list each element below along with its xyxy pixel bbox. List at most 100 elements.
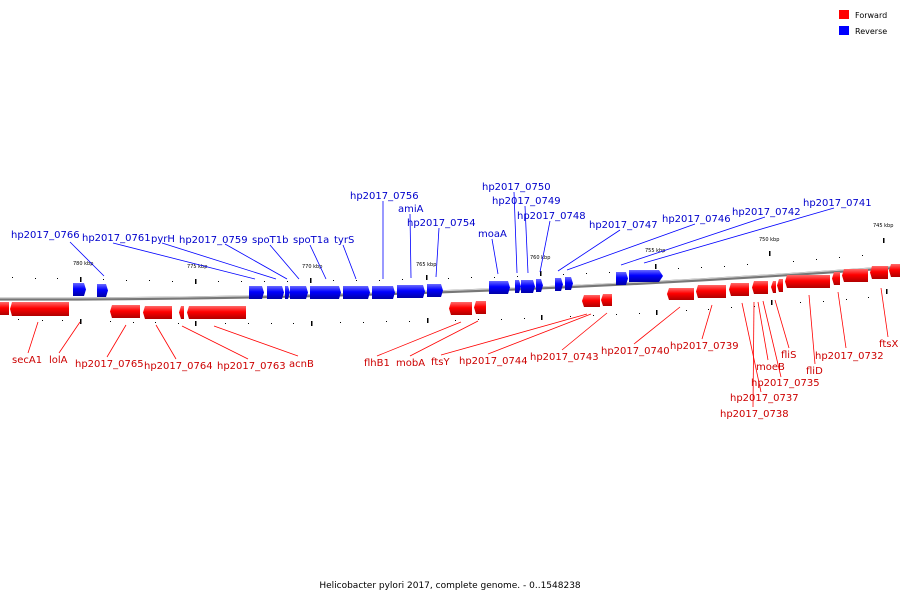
- gene-label[interactable]: hp2017_0737: [730, 393, 799, 404]
- gene-arrow-forward[interactable]: [870, 266, 888, 279]
- gene-arrow-forward[interactable]: [449, 302, 472, 315]
- gene-arrow-forward[interactable]: [832, 272, 840, 285]
- gene-label[interactable]: hp2017_0756: [350, 191, 419, 202]
- reverse-gene-labels: hp2017_0766 hp2017_0761 pyrH hp2017_0759…: [11, 182, 872, 246]
- gene-label[interactable]: hp2017_0748: [517, 211, 586, 222]
- gene-label[interactable]: hp2017_0741: [803, 198, 872, 209]
- tick-label: 775 kbp: [187, 264, 207, 270]
- gene-label[interactable]: hp2017_0763: [217, 361, 286, 372]
- tick-label: 760 kbp: [530, 255, 550, 261]
- gene-arrow-forward[interactable]: [10, 302, 69, 316]
- gene-label[interactable]: tyrS: [334, 235, 354, 246]
- forward-strand-genes: [0, 264, 900, 319]
- gene-label[interactable]: hp2017_0766: [11, 230, 80, 241]
- gene-arrow-forward[interactable]: [601, 294, 612, 306]
- gene-arrow-reverse[interactable]: [489, 281, 510, 294]
- gene-arrow-forward[interactable]: [771, 281, 776, 293]
- gene-label[interactable]: hp2017_0743: [530, 352, 599, 363]
- gene-label[interactable]: hp2017_0749: [492, 196, 561, 207]
- gene-label[interactable]: moeB: [756, 362, 785, 373]
- gene-label[interactable]: lolA: [49, 355, 68, 366]
- gene-arrow-forward[interactable]: [0, 302, 9, 315]
- gene-arrow-forward[interactable]: [110, 305, 140, 318]
- legend-swatch-reverse: [839, 26, 849, 35]
- scale-dots-top: [12, 255, 863, 282]
- tick-label: 770 kbp: [302, 264, 322, 270]
- forward-leader-lines: [27, 287, 889, 408]
- gene-label[interactable]: mobA: [396, 358, 425, 369]
- gene-label[interactable]: hp2017_0746: [662, 214, 731, 225]
- gene-label[interactable]: hp2017_0761: [82, 233, 151, 244]
- gene-arrow-forward[interactable]: [582, 295, 600, 307]
- gene-label[interactable]: ftsY: [431, 357, 450, 368]
- gene-label[interactable]: hp2017_0750: [482, 182, 551, 193]
- gene-label[interactable]: amiA: [398, 204, 424, 215]
- gene-label[interactable]: ftsX: [879, 339, 898, 350]
- gene-arrow-reverse[interactable]: [249, 286, 264, 299]
- gene-arrow-forward[interactable]: [785, 275, 830, 288]
- gene-arrow-reverse[interactable]: [427, 284, 443, 297]
- gene-arrow-reverse[interactable]: [629, 270, 663, 282]
- genome-backbone: [0, 265, 900, 301]
- tick-label: 750 kbp: [759, 237, 779, 243]
- gene-label[interactable]: pyrH: [151, 234, 175, 245]
- scale-major-ticks: [80, 238, 888, 326]
- gene-arrow-reverse[interactable]: [343, 286, 370, 299]
- gene-arrow-reverse[interactable]: [565, 277, 573, 290]
- gene-arrow-forward[interactable]: [729, 283, 749, 296]
- gene-arrow-forward[interactable]: [696, 285, 726, 298]
- gene-label[interactable]: hp2017_0754: [407, 218, 476, 229]
- gene-label[interactable]: hp2017_0732: [815, 351, 884, 362]
- gene-arrow-forward[interactable]: [143, 306, 172, 319]
- gene-arrow-forward[interactable]: [777, 279, 783, 292]
- gene-arrow-reverse[interactable]: [555, 278, 563, 291]
- gene-arrow-reverse[interactable]: [267, 286, 284, 299]
- gene-arrow-forward[interactable]: [474, 301, 486, 314]
- genome-caption: Helicobacter pylori 2017, complete genom…: [319, 581, 581, 591]
- gene-label[interactable]: hp2017_0759: [179, 235, 248, 246]
- gene-label[interactable]: secA1: [12, 355, 42, 366]
- reverse-leader-lines: [69, 191, 835, 280]
- gene-arrow-reverse[interactable]: [397, 285, 425, 298]
- gene-arrow-reverse[interactable]: [616, 272, 628, 285]
- gene-label[interactable]: acnB: [289, 359, 314, 370]
- gene-label[interactable]: fliS: [781, 350, 796, 361]
- gene-arrow-forward[interactable]: [889, 264, 900, 277]
- gene-label[interactable]: hp2017_0747: [589, 220, 658, 231]
- gene-arrow-reverse[interactable]: [521, 280, 535, 293]
- gene-label[interactable]: hp2017_0735: [751, 378, 820, 389]
- tick-label: 755 kbp: [645, 248, 665, 254]
- gene-arrow-forward[interactable]: [187, 306, 246, 319]
- gene-label[interactable]: spoT1b: [252, 235, 289, 246]
- gene-label[interactable]: hp2017_0740: [601, 346, 670, 357]
- tick-label: 745 kbp: [873, 223, 893, 229]
- gene-label[interactable]: hp2017_0744: [459, 356, 528, 367]
- legend: Forward Reverse: [839, 10, 887, 36]
- genome-backbone-highlight: [0, 265, 900, 299]
- gene-label[interactable]: spoT1a: [293, 235, 329, 246]
- gene-arrow-reverse[interactable]: [310, 286, 341, 299]
- gene-label[interactable]: flhB1: [364, 358, 390, 369]
- gene-arrow-reverse[interactable]: [285, 286, 290, 299]
- reverse-strand-genes: [73, 270, 663, 299]
- gene-label[interactable]: fliD: [806, 366, 823, 377]
- gene-arrow-reverse[interactable]: [290, 286, 308, 299]
- gene-arrow-forward[interactable]: [179, 306, 184, 319]
- gene-arrow-reverse[interactable]: [515, 280, 521, 293]
- gene-label[interactable]: hp2017_0764: [144, 361, 213, 372]
- gene-label[interactable]: hp2017_0742: [732, 207, 801, 218]
- gene-arrow-reverse[interactable]: [372, 286, 395, 299]
- gene-arrow-reverse[interactable]: [97, 284, 108, 297]
- gene-arrow-forward[interactable]: [842, 269, 868, 282]
- gene-arrow-reverse[interactable]: [536, 279, 543, 292]
- gene-arrow-forward[interactable]: [667, 288, 694, 300]
- scale-tick-labels: 780 kbp 775 kbp 770 kbp 765 kbp 760 kbp …: [73, 223, 893, 270]
- legend-label-reverse: Reverse: [855, 27, 887, 36]
- gene-arrow-forward[interactable]: [752, 281, 768, 294]
- gene-label[interactable]: hp2017_0738: [720, 409, 789, 420]
- gene-arrow-reverse[interactable]: [73, 283, 86, 296]
- gene-label[interactable]: hp2017_0765: [75, 359, 144, 370]
- gene-label[interactable]: hp2017_0739: [670, 341, 739, 352]
- gene-label[interactable]: moaA: [478, 229, 507, 240]
